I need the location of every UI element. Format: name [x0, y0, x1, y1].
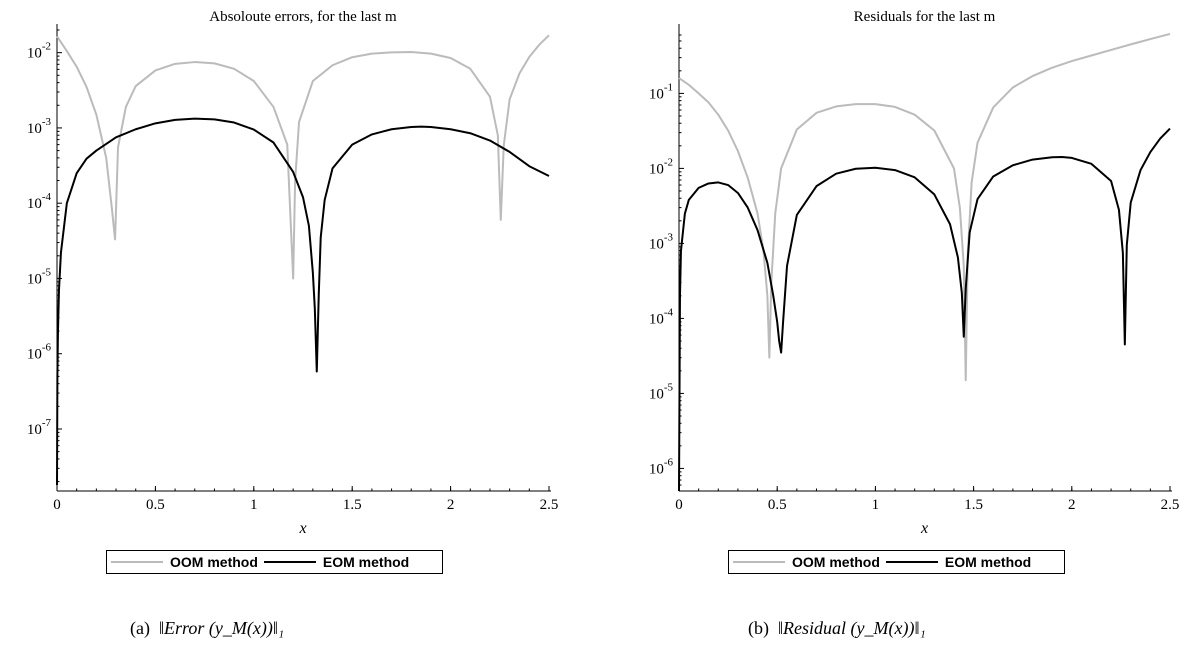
y-tick-label: 10-6 [27, 342, 52, 363]
y-tick-exponent: -6 [42, 342, 52, 354]
y-tick-exponent: -6 [664, 456, 674, 468]
legend-residuals: OOM method EOM method [728, 550, 1065, 574]
caption-b: (b) ‖Residual (y_M(x))‖₁ [748, 618, 926, 639]
y-tick-label: 10-5 [649, 381, 674, 402]
x-tick-label: 2.5 [540, 497, 559, 513]
y-tick-base: 10 [27, 347, 42, 363]
y-tick-exponent: -5 [664, 381, 674, 393]
y-tick-base: 10 [27, 271, 42, 287]
y-tick-base: 10 [649, 461, 664, 477]
y-tick-base: 10 [649, 86, 664, 102]
legend-swatch-eom [885, 561, 938, 563]
panel-residuals: Residuals for the last m 0 0.5 1 1.5 2 2.5 x 10-… [608, 0, 1194, 638]
legend-item-oom: OOM method [733, 554, 880, 570]
y-tick-base: 10 [649, 161, 664, 177]
y-tick-label: 10-2 [27, 41, 51, 62]
y-tick-exponent: -4 [42, 191, 52, 203]
y-tick-exponent: -7 [42, 417, 52, 429]
series-line-oom [678, 32, 1171, 382]
y-tick-base: 10 [27, 121, 42, 137]
legend-absolute-errors: OOM method EOM method [106, 550, 443, 574]
legend-swatch-oom [111, 561, 163, 563]
x-tick-label: 2 [447, 497, 455, 513]
chart-title: Absoloute errors, for the last m [209, 9, 397, 25]
y-tick-base: 10 [649, 236, 664, 252]
y-tick-label: 10-5 [27, 266, 52, 287]
y-tick-label: 10-3 [649, 231, 674, 252]
legend-item-eom: EOM method [885, 554, 1032, 570]
y-tick-label: 10-1 [649, 81, 673, 102]
series-line-oom [56, 34, 550, 280]
legend-item-eom: EOM method [263, 554, 410, 570]
caption-b-formula: ‖Residual (y_M(x))‖₁ [778, 618, 926, 638]
legend-label-oom: OOM method [170, 554, 258, 570]
chart-title: Residuals for the last m [854, 9, 996, 25]
y-tick-base: 10 [27, 196, 42, 212]
y-tick-exponent: -3 [664, 231, 674, 243]
caption-a-formula: ‖Error (y_M(x))‖₁ [158, 618, 285, 638]
y-tick-label: 10-7 [27, 417, 52, 438]
y-tick-label: 10-4 [649, 306, 674, 327]
y-tick-label: 10-6 [649, 456, 674, 477]
y-tick-exponent: -4 [664, 306, 674, 318]
x-axis-label: x [298, 520, 306, 537]
x-tick-label: 2 [1068, 497, 1076, 513]
caption-b-label: (b) [748, 618, 769, 638]
x-tick-label: 0 [675, 497, 683, 513]
y-tick-base: 10 [27, 422, 42, 438]
x-tick-label: 1.5 [964, 497, 983, 513]
legend-swatch-oom [733, 561, 785, 563]
y-tick-exponent: -5 [42, 266, 52, 278]
legend-label-oom: OOM method [792, 554, 880, 570]
series-line-eom [678, 127, 1171, 492]
y-tick-label: 10-3 [27, 116, 52, 137]
y-tick-exponent: -3 [42, 116, 52, 128]
chart-absolute-errors: Absoloute errors, for the last m 0 0.5 1 1.5… [27, 9, 559, 537]
y-tick-base: 10 [27, 46, 42, 62]
y-tick-label: 10-2 [649, 156, 673, 177]
legend-item-oom: OOM method [111, 554, 258, 570]
y-tick-exponent: -2 [664, 156, 673, 168]
y-tick-exponent: -2 [42, 41, 51, 53]
panel-absolute-errors: Absoloute errors, for the last m 0 0.5 1 1.5… [0, 0, 585, 638]
x-tick-label: 1.5 [343, 497, 362, 513]
x-tick-label: 1 [872, 497, 880, 513]
y-tick-base: 10 [649, 386, 664, 402]
x-axis-label: x [920, 520, 928, 537]
legend-label-eom: EOM method [322, 554, 410, 570]
x-tick-label: 0.5 [768, 497, 787, 513]
y-tick-base: 10 [649, 311, 664, 327]
x-tick-label: 0 [53, 497, 61, 513]
x-tick-label: 1 [250, 497, 258, 513]
chart-residuals: Residuals for the last m0 0.5 1 1.5 2 2.5x10-… [649, 9, 1180, 537]
y-tick-exponent: -1 [664, 81, 673, 93]
caption-a: (a) ‖Error (y_M(x))‖₁ [130, 618, 284, 639]
legend-swatch-eom [263, 561, 316, 563]
y-tick-label: 10-4 [27, 191, 52, 212]
legend-label-eom: EOM method [944, 554, 1032, 570]
x-tick-label: 0.5 [146, 497, 165, 513]
series-line-eom [56, 117, 550, 486]
caption-a-label: (a) [130, 618, 150, 638]
x-tick-label: 2.5 [1161, 497, 1180, 513]
